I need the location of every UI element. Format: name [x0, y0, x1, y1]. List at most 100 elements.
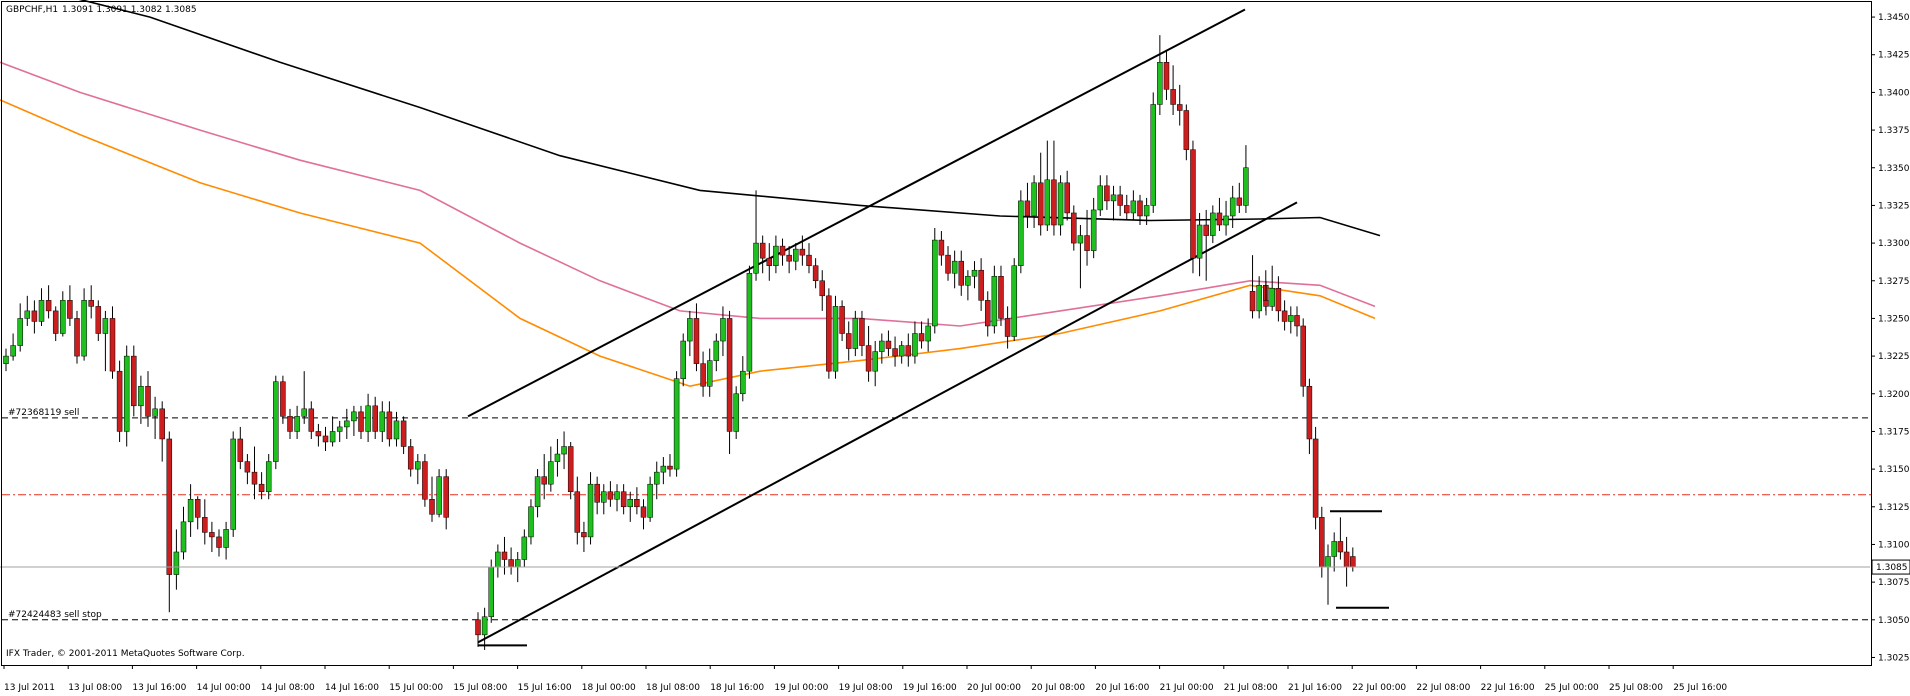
candle [258, 472, 265, 500]
candle [237, 426, 244, 470]
candle [1281, 300, 1288, 331]
candle [415, 454, 421, 485]
candle [488, 559, 494, 623]
candle-body [799, 248, 806, 256]
candle [1090, 197, 1097, 259]
candle-body [733, 393, 739, 432]
candle-body [1312, 438, 1319, 518]
candle [166, 431, 173, 613]
candle-body [386, 411, 393, 440]
x-tick-label: 21 Jul 16:00 [1288, 683, 1342, 693]
candle-body [687, 318, 693, 342]
candle-body [1137, 200, 1143, 217]
candle-body [700, 363, 706, 387]
candle-body [859, 318, 865, 346]
candle-body [984, 300, 991, 327]
candle [1243, 145, 1249, 213]
plot-frame [1, 1, 1872, 666]
candle-body [793, 248, 799, 262]
candle-body [1275, 288, 1282, 312]
candle-body [753, 242, 759, 274]
candle-body [1256, 285, 1262, 312]
candle-body [1077, 235, 1084, 244]
candle [475, 612, 481, 647]
candle-body [1176, 104, 1183, 111]
candle-body [287, 416, 293, 432]
candle [88, 285, 94, 319]
candle-body [1343, 551, 1350, 568]
candle [713, 333, 720, 372]
candle [81, 288, 87, 361]
candle [273, 375, 279, 470]
candle-body [1117, 194, 1123, 206]
candle-body [773, 245, 779, 266]
candle [187, 484, 194, 537]
candle-body [594, 483, 600, 503]
candle-body [627, 499, 634, 508]
y-tick-label: 1.3275 [1878, 277, 1910, 287]
candle [581, 521, 587, 552]
candle [885, 330, 892, 357]
candle-body [422, 461, 428, 500]
candle [925, 318, 931, 352]
candle-body [925, 325, 931, 342]
moving-averages [0, 0, 1381, 388]
candle [10, 333, 16, 361]
candle [932, 228, 938, 334]
candle [407, 438, 414, 477]
candle [216, 529, 222, 557]
candle [1124, 194, 1130, 221]
candle [152, 396, 158, 439]
candle [315, 423, 322, 447]
candle [892, 336, 898, 367]
candle-body [720, 318, 726, 342]
candle [746, 265, 753, 379]
candle [991, 265, 998, 334]
candle-body [1057, 182, 1064, 226]
candle-body [1216, 212, 1223, 226]
candle-body [1319, 517, 1325, 568]
candle [740, 356, 746, 402]
candle-body [1210, 212, 1216, 236]
candle-body [548, 461, 554, 485]
chart-header-symbol: GBPCHF,H1 [6, 5, 58, 15]
candle [145, 371, 151, 427]
candle-body [351, 411, 357, 422]
candle [67, 285, 73, 326]
candle [1210, 205, 1216, 244]
candle-body [495, 551, 501, 568]
candle [1249, 255, 1256, 319]
candle-body [1163, 62, 1170, 90]
x-tick-label: 18 Jul 00:00 [582, 683, 636, 693]
candle [481, 607, 488, 650]
candle-body [1223, 215, 1229, 226]
x-tick-label: 14 Jul 08:00 [261, 683, 315, 693]
candle-body [521, 536, 528, 560]
candle [180, 506, 187, 560]
y-tick-label: 1.3025 [1878, 653, 1910, 663]
candle-body [812, 265, 819, 282]
candle-body [1243, 167, 1249, 206]
candle [443, 469, 449, 530]
y-tick-label: 1.3375 [1878, 126, 1910, 136]
candle-body [786, 254, 792, 262]
candle [351, 405, 357, 436]
candle-body [1011, 265, 1017, 337]
candle [634, 487, 640, 515]
candle [945, 246, 951, 281]
candle [31, 300, 38, 334]
candle [951, 250, 958, 289]
candle-body [1051, 179, 1057, 226]
candle [52, 306, 59, 342]
candle [1071, 205, 1077, 251]
candle [574, 476, 581, 545]
candle-body [209, 532, 215, 538]
trendline [477, 201, 1298, 644]
candle-body [528, 506, 534, 538]
candle-body [280, 381, 286, 417]
candle-body [759, 242, 766, 259]
candle-body [514, 559, 521, 568]
candle [852, 310, 859, 357]
candle-body [1183, 110, 1190, 150]
candle-body [1300, 325, 1306, 387]
